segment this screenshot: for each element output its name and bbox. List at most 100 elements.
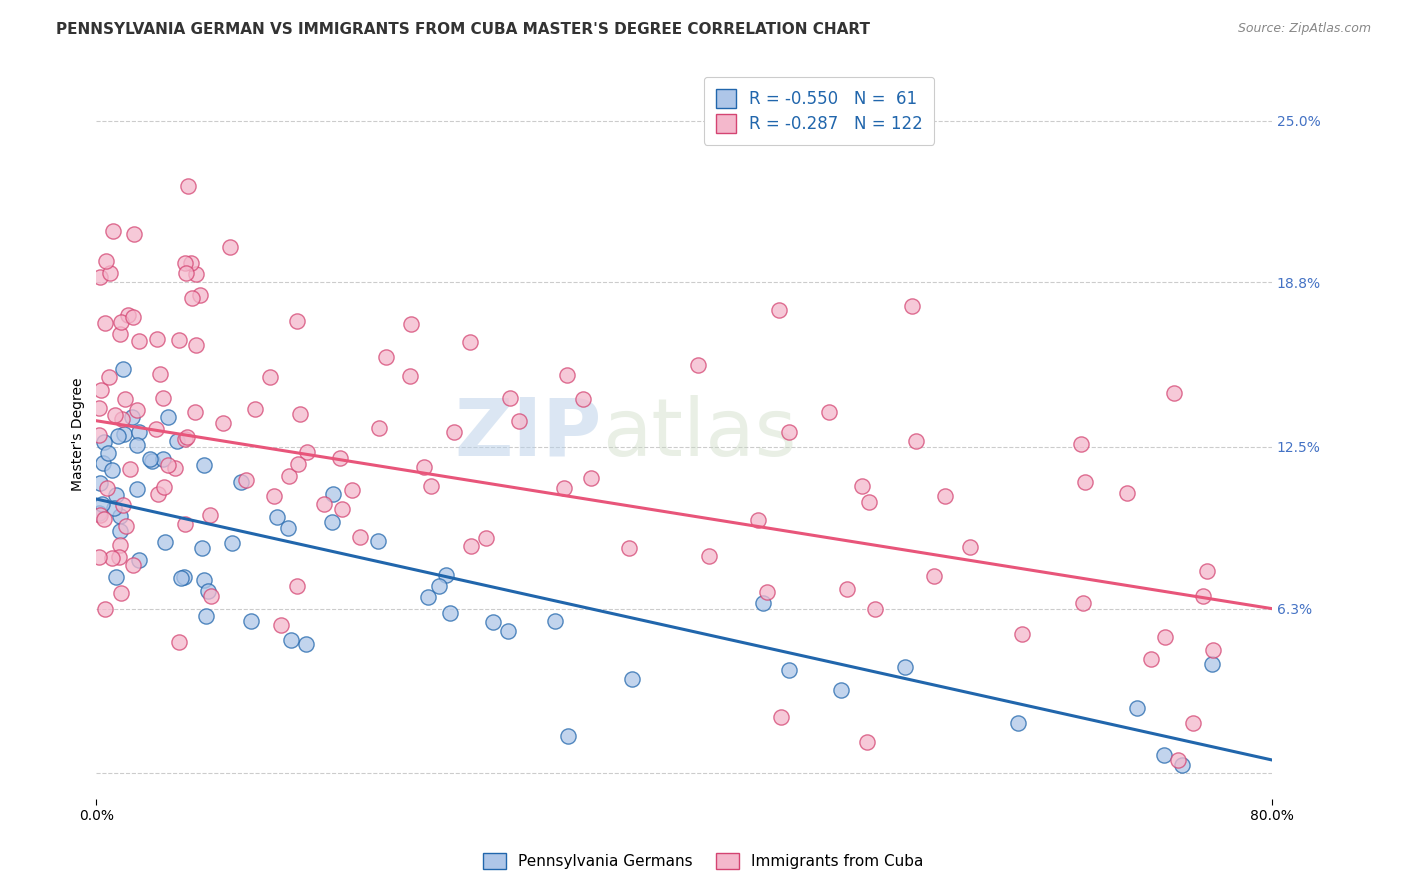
Point xyxy=(747,513,769,527)
Point xyxy=(768,302,790,317)
Point xyxy=(295,445,318,459)
Point xyxy=(1011,626,1033,640)
Point xyxy=(91,497,114,511)
Point xyxy=(235,473,257,487)
Point xyxy=(197,584,219,599)
Point xyxy=(443,425,465,439)
Point xyxy=(1195,564,1218,578)
Point xyxy=(193,574,215,588)
Point xyxy=(89,476,111,491)
Point xyxy=(285,313,308,327)
Point xyxy=(259,369,281,384)
Point xyxy=(211,416,233,430)
Point xyxy=(176,266,198,280)
Point xyxy=(756,585,779,599)
Point xyxy=(367,534,389,549)
Point xyxy=(96,481,118,495)
Point xyxy=(200,508,222,523)
Point xyxy=(94,317,117,331)
Point xyxy=(93,601,115,615)
Point xyxy=(1201,657,1223,671)
Point xyxy=(474,531,496,545)
Text: atlas: atlas xyxy=(602,395,796,473)
Point xyxy=(114,392,136,406)
Point xyxy=(905,434,928,448)
Point xyxy=(1126,700,1149,714)
Point xyxy=(90,383,112,397)
Point xyxy=(173,517,195,532)
Point xyxy=(420,478,443,492)
Point xyxy=(1153,747,1175,762)
Point xyxy=(103,224,125,238)
Point xyxy=(94,254,117,268)
Point xyxy=(1154,631,1177,645)
Point xyxy=(111,361,134,376)
Point xyxy=(1192,590,1215,604)
Point xyxy=(270,617,292,632)
Point xyxy=(752,596,775,610)
Point xyxy=(770,710,793,724)
Point xyxy=(314,497,336,511)
Point xyxy=(122,310,145,325)
Point xyxy=(922,568,945,582)
Point xyxy=(165,461,187,475)
Point xyxy=(111,412,134,426)
Point xyxy=(145,422,167,436)
Point xyxy=(557,729,579,743)
Point xyxy=(101,551,124,566)
Point xyxy=(173,255,195,269)
Point xyxy=(156,458,179,473)
Point xyxy=(277,521,299,535)
Point xyxy=(818,405,841,419)
Point xyxy=(89,270,111,285)
Point xyxy=(120,462,142,476)
Point xyxy=(184,267,207,281)
Point xyxy=(1171,758,1194,772)
Point xyxy=(901,299,924,313)
Point xyxy=(128,553,150,567)
Point xyxy=(125,403,148,417)
Point xyxy=(288,407,311,421)
Point xyxy=(863,602,886,616)
Point xyxy=(481,615,503,629)
Point xyxy=(103,409,125,423)
Point xyxy=(285,579,308,593)
Point xyxy=(89,401,111,415)
Point xyxy=(322,486,344,500)
Point xyxy=(321,515,343,529)
Point xyxy=(221,536,243,550)
Point xyxy=(117,308,139,322)
Point xyxy=(107,429,129,443)
Point xyxy=(110,326,132,341)
Point xyxy=(1115,486,1137,500)
Point xyxy=(193,458,215,472)
Point xyxy=(329,451,352,466)
Point xyxy=(176,179,198,194)
Point xyxy=(287,457,309,471)
Point xyxy=(181,291,204,305)
Point xyxy=(1140,652,1163,666)
Point xyxy=(277,469,299,483)
Point xyxy=(460,539,482,553)
Point xyxy=(340,483,363,497)
Point xyxy=(146,332,169,346)
Text: PENNSYLVANIA GERMAN VS IMMIGRANTS FROM CUBA MASTER'S DEGREE CORRELATION CHART: PENNSYLVANIA GERMAN VS IMMIGRANTS FROM C… xyxy=(56,22,870,37)
Point xyxy=(413,459,436,474)
Point xyxy=(240,614,263,628)
Point xyxy=(125,482,148,496)
Point xyxy=(89,549,111,564)
Point xyxy=(89,427,111,442)
Point xyxy=(153,535,176,549)
Point xyxy=(108,508,131,523)
Point xyxy=(686,359,709,373)
Point xyxy=(110,314,132,328)
Point xyxy=(439,606,461,620)
Point xyxy=(266,510,288,524)
Point xyxy=(496,624,519,639)
Point xyxy=(697,549,720,563)
Point xyxy=(122,227,145,242)
Point xyxy=(245,401,267,416)
Point xyxy=(263,489,285,503)
Point xyxy=(280,632,302,647)
Point xyxy=(173,432,195,446)
